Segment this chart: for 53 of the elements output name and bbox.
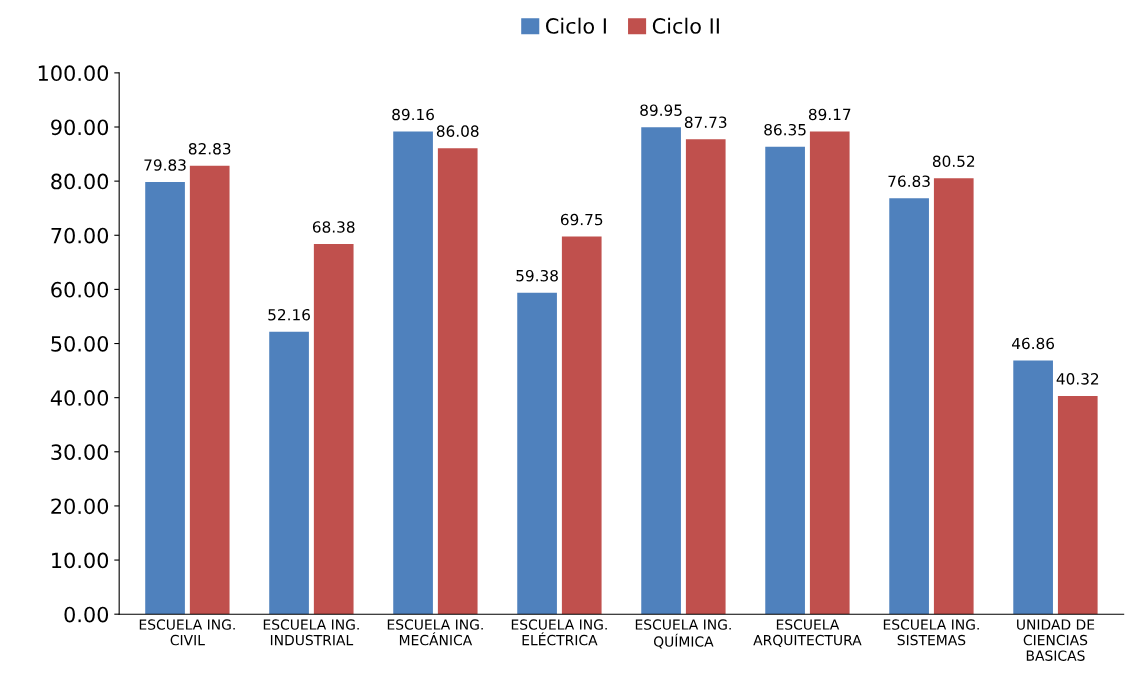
bar bbox=[1013, 360, 1053, 615]
y-tick-label: 70.00 bbox=[51, 227, 109, 244]
bar bbox=[685, 139, 726, 615]
data-label: 52.16 bbox=[268, 308, 310, 321]
legend-label: Ciclo I bbox=[546, 17, 606, 34]
data-label: 89.17 bbox=[808, 108, 851, 121]
y-tick-label: 50.00 bbox=[51, 335, 109, 352]
x-tick-label: ESCUELA ARQUITECTURA bbox=[753, 619, 862, 647]
bar bbox=[313, 244, 354, 615]
data-label: 59.38 bbox=[516, 269, 558, 282]
bar bbox=[765, 146, 805, 615]
data-label: 79.83 bbox=[144, 159, 186, 171]
data-label: 40.32 bbox=[1056, 373, 1099, 385]
x-tick-label: ESCUELA ING. QUÍMICA bbox=[635, 619, 731, 649]
data-label: 69.75 bbox=[560, 213, 603, 226]
bar bbox=[393, 131, 433, 615]
y-tick-label: 40.00 bbox=[50, 390, 109, 406]
bar bbox=[809, 131, 850, 615]
y-tick-label: 90.00 bbox=[51, 119, 109, 136]
bar bbox=[189, 165, 230, 615]
x-tick-label: ESCUELA ING. CIVIL bbox=[139, 619, 235, 646]
data-label: 80.52 bbox=[932, 155, 975, 168]
x-tick-label: ESCUELA ING. ELÉCTRICA bbox=[511, 619, 607, 646]
y-tick-label: 10.00 bbox=[52, 552, 109, 569]
data-label: 76.83 bbox=[888, 175, 930, 187]
bar bbox=[561, 236, 602, 615]
legend-label: Ciclo II bbox=[652, 17, 719, 34]
bar bbox=[145, 182, 185, 615]
data-label: 68.38 bbox=[312, 221, 355, 233]
y-tick-label: 60.00 bbox=[51, 281, 109, 298]
y-tick-label: 80.00 bbox=[51, 173, 109, 190]
data-label: 82.83 bbox=[188, 142, 231, 155]
data-label: 46.86 bbox=[1012, 337, 1055, 350]
data-label: 89.16 bbox=[392, 108, 434, 121]
bar bbox=[269, 331, 309, 615]
bar bbox=[517, 292, 557, 615]
data-label: 89.95 bbox=[640, 104, 682, 116]
bar bbox=[437, 148, 478, 615]
y-tick-label: 30.00 bbox=[51, 444, 109, 461]
y-tick-label: 20.00 bbox=[51, 498, 109, 515]
data-label: 87.73 bbox=[684, 116, 727, 128]
x-tick-label: ESCUELA ING. SISTEMAS bbox=[883, 619, 979, 646]
bar bbox=[1057, 395, 1098, 615]
bar bbox=[641, 127, 681, 615]
x-tick-label: UNIDAD DE CIENCIAS BASICAS bbox=[1017, 619, 1095, 661]
y-tick-label: 100.00 bbox=[38, 65, 109, 82]
bar bbox=[889, 198, 929, 615]
y-tick-label: 0.00 bbox=[64, 606, 109, 623]
bar bbox=[933, 178, 974, 615]
x-tick-label: ESCUELA ING. MECÁNICA bbox=[387, 619, 483, 646]
x-tick-label: ESCUELA ING. INDUSTRIAL bbox=[263, 619, 359, 646]
data-label: 86.35 bbox=[764, 123, 806, 136]
data-label: 86.08 bbox=[436, 125, 479, 137]
